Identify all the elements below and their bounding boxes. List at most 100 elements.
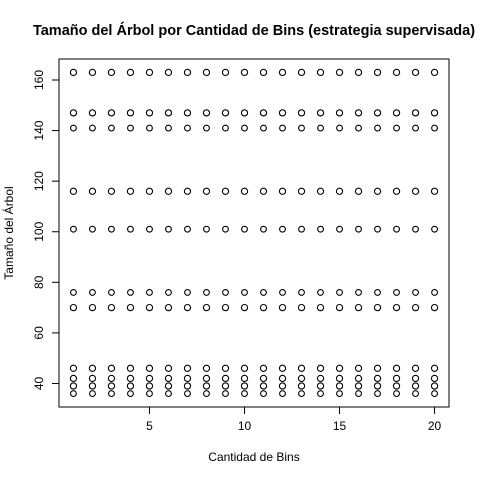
data-point: [202, 187, 211, 195]
data-point: [392, 303, 401, 312]
data-point: [279, 124, 286, 132]
data-point: [107, 68, 116, 77]
data-point: [126, 364, 135, 372]
data-point: [69, 382, 78, 390]
data-point: [297, 109, 306, 117]
data-points: [69, 68, 439, 398]
data-point: [259, 187, 268, 195]
data-point: [69, 303, 78, 312]
data-point: [164, 364, 173, 372]
data-point: [259, 303, 268, 312]
data-point: [126, 68, 135, 77]
data-point: [355, 288, 362, 296]
data-point: [278, 364, 287, 372]
data-point: [392, 364, 401, 372]
data-point: [373, 187, 382, 195]
y-tick-label: 160: [32, 70, 46, 90]
data-point: [259, 382, 268, 390]
data-point: [221, 68, 230, 77]
data-point: [411, 68, 420, 77]
data-point: [145, 109, 154, 117]
x-axis: 5 10 15 20: [146, 407, 442, 433]
data-point: [278, 382, 287, 390]
data-point: [373, 374, 382, 383]
data-point: [69, 364, 78, 372]
data-point: [259, 364, 268, 372]
data-point: [411, 374, 420, 383]
data-point: [164, 68, 173, 77]
data-point: [298, 288, 305, 296]
data-point: [297, 382, 306, 390]
data-point: [165, 390, 172, 398]
data-point: [279, 390, 286, 398]
data-point: [393, 124, 400, 132]
data-point: [430, 68, 439, 77]
data-point: [411, 364, 420, 372]
data-point: [430, 374, 439, 383]
data-point: [108, 124, 115, 132]
data-point: [184, 288, 191, 296]
data-point: [145, 364, 154, 372]
data-point: [69, 288, 77, 296]
data-point: [107, 364, 116, 372]
data-point: [354, 303, 363, 312]
data-point: [202, 382, 211, 390]
data-point: [203, 288, 210, 296]
data-point: [392, 187, 401, 195]
data-point: [393, 288, 400, 296]
data-point: [260, 390, 267, 398]
y-tick-label: 80: [32, 275, 46, 289]
data-point: [89, 390, 96, 398]
data-point: [393, 225, 400, 233]
data-point: [335, 374, 344, 383]
data-point: [127, 225, 134, 233]
data-point: [431, 124, 439, 132]
data-point: [127, 124, 134, 132]
data-point: [126, 374, 135, 383]
data-point: [69, 109, 78, 117]
data-point: [88, 68, 97, 77]
data-point: [240, 382, 249, 390]
data-point: [107, 187, 116, 195]
y-tick-label: 100: [32, 221, 46, 241]
data-point: [297, 303, 306, 312]
chart-title: Tamaño del Árbol por Cantidad de Bins (e…: [33, 22, 475, 39]
data-point: [374, 124, 381, 132]
data-point: [374, 390, 381, 398]
x-axis-label: Cantidad de Bins: [208, 450, 299, 464]
data-point: [107, 109, 116, 117]
data-point: [165, 225, 172, 233]
data-point: [374, 288, 381, 296]
data-point: [203, 124, 210, 132]
data-point: [69, 390, 77, 398]
data-point: [354, 364, 363, 372]
data-point: [392, 68, 401, 77]
data-point: [278, 187, 287, 195]
data-point: [221, 364, 230, 372]
data-point: [183, 187, 192, 195]
data-point: [392, 109, 401, 117]
data-point: [108, 225, 115, 233]
data-point: [203, 390, 210, 398]
data-point: [297, 374, 306, 383]
data-point: [88, 374, 97, 383]
data-point: [183, 382, 192, 390]
data-point: [335, 109, 344, 117]
data-point: [127, 288, 134, 296]
data-point: [241, 225, 248, 233]
data-point: [145, 68, 154, 77]
data-point: [411, 303, 420, 312]
x-tick-label: 20: [428, 419, 442, 433]
data-point: [240, 364, 249, 372]
x-tick-label: 15: [333, 419, 347, 433]
data-point: [240, 68, 249, 77]
data-point: [108, 390, 115, 398]
data-point: [241, 124, 248, 132]
data-point: [145, 382, 154, 390]
data-point: [317, 225, 324, 233]
data-point: [316, 374, 325, 383]
y-tick-label: 140: [32, 120, 46, 140]
data-point: [107, 303, 116, 312]
data-point: [126, 109, 135, 117]
data-point: [184, 225, 191, 233]
